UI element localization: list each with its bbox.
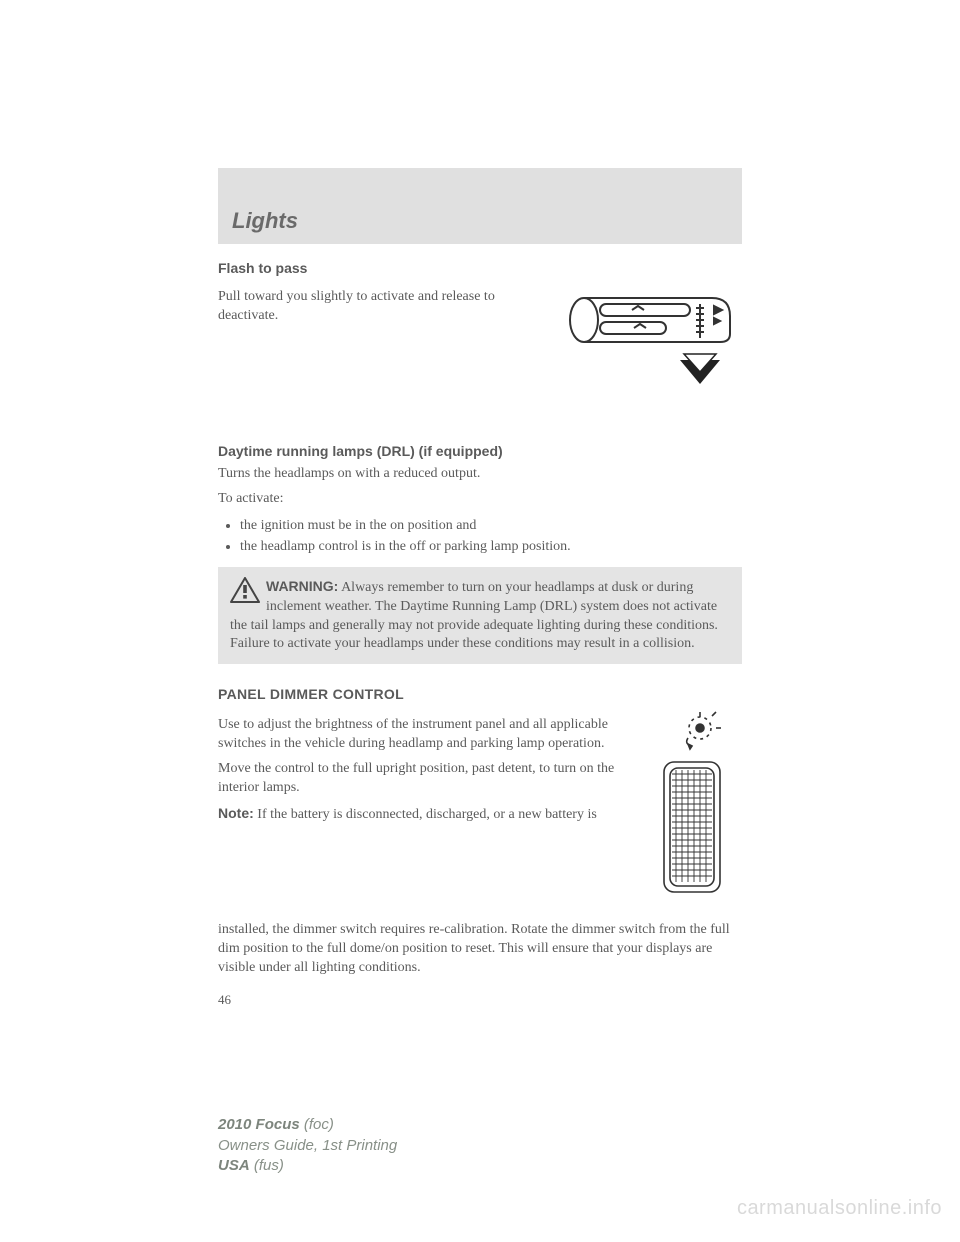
- drl-intro: Turns the headlamps on with a reduced ou…: [218, 465, 742, 484]
- note-text-partial: If the battery is disconnected, discharg…: [254, 807, 597, 822]
- section-title: Lights: [232, 208, 728, 234]
- drl-activate-label: To activate:: [218, 490, 742, 509]
- dimmer-note-start: Note: If the battery is disconnected, di…: [218, 804, 630, 825]
- drl-bullet-list: the ignition must be in the on position …: [218, 515, 742, 557]
- dimmer-row: Use to adjust the brightness of the inst…: [218, 710, 742, 915]
- flash-text-col: Pull toward you slightly to activate and…: [218, 282, 550, 407]
- note-label: Note:: [218, 805, 254, 821]
- section-header: Lights: [218, 168, 742, 244]
- warning-icon: [230, 577, 260, 610]
- dimmer-illustration: [642, 710, 742, 910]
- footer-line-2: Owners Guide, 1st Printing: [218, 1136, 397, 1156]
- footer-model: 2010 Focus: [218, 1116, 300, 1133]
- watermark: carmanualsonline.info: [737, 1197, 942, 1220]
- footer-block: 2010 Focus (foc) Owners Guide, 1st Print…: [218, 1115, 397, 1176]
- note-text-continued: installed, the dimmer switch requires re…: [218, 921, 742, 978]
- footer-line-3: USA (fus): [218, 1156, 397, 1176]
- page-number: 46: [218, 992, 742, 1008]
- dimmer-p1: Use to adjust the brightness of the inst…: [218, 716, 630, 754]
- list-item: the headlamp control is in the off or pa…: [240, 536, 742, 557]
- flash-body: Pull toward you slightly to activate and…: [218, 288, 550, 326]
- dimmer-figure-col: [642, 710, 742, 915]
- warning-text: WARNING: Always remember to turn on your…: [230, 580, 718, 652]
- dimmer-text-col: Use to adjust the brightness of the inst…: [218, 710, 630, 915]
- page-content: Lights Flash to pass Pull toward you sli…: [218, 168, 742, 1008]
- flash-figure-col: [562, 282, 742, 407]
- footer-region-code: (fus): [250, 1157, 284, 1174]
- drl-heading: Daytime running lamps (DRL) (if equipped…: [218, 443, 742, 459]
- stalk-illustration: [562, 282, 742, 402]
- down-arrow-icon: [680, 354, 720, 384]
- flash-heading: Flash to pass: [218, 260, 742, 276]
- footer-line-1: 2010 Focus (foc): [218, 1115, 397, 1135]
- flash-row: Pull toward you slightly to activate and…: [218, 282, 742, 407]
- warning-label: WARNING:: [266, 578, 338, 594]
- footer-model-code: (foc): [300, 1116, 334, 1133]
- list-item: the ignition must be in the on position …: [240, 515, 742, 536]
- footer-region: USA: [218, 1157, 250, 1174]
- warning-box: WARNING: Always remember to turn on your…: [218, 567, 742, 665]
- dimmer-p2: Move the control to the full upright pos…: [218, 760, 630, 798]
- dimmer-heading: PANEL DIMMER CONTROL: [218, 686, 742, 702]
